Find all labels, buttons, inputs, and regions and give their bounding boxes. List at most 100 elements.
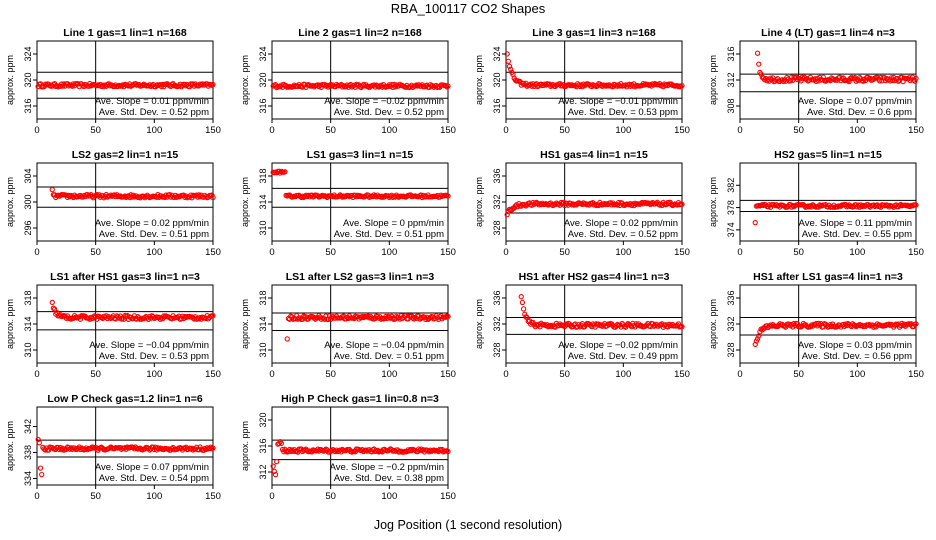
std-dev-annotation: Ave. Std. Dev. = 0.53 ppm bbox=[568, 107, 678, 118]
panel-title: HS1 after LS1 gas=4 lin=1 n=3 bbox=[753, 271, 903, 283]
x-tick-label: 0 bbox=[503, 247, 508, 258]
y-tick-label: 336 bbox=[492, 168, 502, 183]
data-points bbox=[754, 50, 919, 85]
data-point bbox=[407, 446, 414, 453]
y-tick-label: 320 bbox=[492, 72, 502, 87]
x-tick-label: 50 bbox=[90, 369, 101, 380]
y-axis-label: approx. ppm bbox=[240, 177, 250, 227]
panel-2: Line 2 gas=1 lin=2 n=168 0 50 100 150 316 320 3… bbox=[240, 27, 456, 136]
data-point bbox=[271, 468, 277, 474]
data-point bbox=[210, 194, 216, 201]
data-point bbox=[913, 321, 919, 327]
y-axis-label: approx. ppm bbox=[240, 299, 250, 349]
y-tick-label: 310 bbox=[23, 342, 33, 357]
x-tick-label: 100 bbox=[849, 369, 865, 380]
data-point bbox=[515, 203, 521, 210]
y-tick-label: 300 bbox=[23, 194, 33, 209]
x-tick-label: 100 bbox=[381, 125, 397, 136]
x-tick-label: 0 bbox=[503, 125, 508, 136]
data-point bbox=[679, 82, 685, 89]
panel-title: LS1 after LS2 gas=3 lin=1 n=3 bbox=[286, 271, 435, 283]
panel-9: LS1 after HS1 gas=3 lin=1 n=3 0 50 100 150 31… bbox=[5, 271, 221, 380]
y-tick-label: 332 bbox=[726, 316, 736, 331]
panel-title: High P Check gas=1 lin=0.8 n=3 bbox=[281, 393, 439, 405]
data-point bbox=[90, 314, 96, 320]
slope-annotation: Ave. Slope = 0.01 ppm/min bbox=[95, 96, 209, 107]
x-tick-label: 50 bbox=[793, 125, 804, 136]
data-point bbox=[520, 80, 527, 87]
data-point bbox=[278, 440, 285, 446]
std-dev-annotation: Ave. Std. Dev. = 0.49 ppm bbox=[568, 351, 678, 362]
data-point bbox=[634, 322, 641, 328]
data-point bbox=[272, 471, 279, 478]
std-dev-annotation: Ave. Std. Dev. = 0.38 ppm bbox=[334, 473, 444, 484]
std-dev-annotation: Ave. Std. Dev. = 0.52 ppm bbox=[99, 107, 209, 118]
data-point bbox=[912, 78, 918, 84]
data-point bbox=[624, 322, 630, 328]
x-tick-label: 0 bbox=[737, 125, 742, 136]
y-tick-label: 378 bbox=[726, 200, 736, 215]
data-point bbox=[845, 203, 851, 209]
x-tick-label: 150 bbox=[440, 369, 456, 380]
data-point bbox=[885, 202, 891, 209]
data-point bbox=[282, 169, 288, 175]
slope-annotation: Ave. Slope = 0.02 ppm/min bbox=[564, 218, 678, 229]
data-points bbox=[752, 320, 919, 348]
x-tick-label: 150 bbox=[674, 247, 690, 258]
data-point bbox=[35, 436, 41, 443]
data-point bbox=[145, 83, 152, 89]
y-tick-label: 308 bbox=[726, 98, 736, 113]
x-tick-label: 0 bbox=[34, 369, 39, 380]
data-points bbox=[35, 436, 216, 478]
y-tick-label: 312 bbox=[726, 72, 736, 87]
slope-annotation: Ave. Slope = 0.07 ppm/min bbox=[95, 462, 209, 473]
panel-3: Line 3 gas=1 lin=3 n=168 0 50 100 150 316 320 3… bbox=[474, 27, 690, 136]
panel-14: High P Check gas=1 lin=0.8 n=3 0 50 100 150 3… bbox=[240, 393, 456, 502]
data-point bbox=[210, 312, 216, 319]
x-tick-label: 50 bbox=[325, 491, 336, 502]
y-tick-label: 336 bbox=[492, 290, 502, 305]
y-tick-label: 328 bbox=[726, 342, 736, 357]
data-point bbox=[66, 83, 72, 89]
x-tick-label: 100 bbox=[849, 247, 865, 258]
data-point bbox=[155, 445, 161, 451]
data-point bbox=[888, 75, 895, 81]
std-dev-annotation: Ave. Std. Dev. = 0.52 ppm bbox=[334, 107, 444, 118]
y-tick-label: 336 bbox=[726, 290, 736, 305]
data-points bbox=[504, 199, 685, 218]
data-point bbox=[130, 444, 136, 451]
x-tick-label: 150 bbox=[205, 491, 221, 502]
panel-5: LS2 gas=2 lin=1 n=15 0 50 100 150 296 300 304 ap… bbox=[5, 149, 221, 258]
y-axis-label: approx. ppm bbox=[474, 299, 484, 349]
panel-title: Line 1 gas=1 lin=1 n=168 bbox=[63, 27, 187, 39]
slope-annotation: Ave. Slope = −0.02 ppm/min bbox=[558, 340, 678, 351]
x-tick-label: 0 bbox=[34, 125, 39, 136]
y-axis-label: approx. ppm bbox=[5, 421, 15, 471]
data-point bbox=[520, 306, 527, 312]
data-point bbox=[758, 71, 764, 77]
slope-annotation: Ave. Slope = 0.03 ppm/min bbox=[798, 340, 912, 351]
data-point bbox=[549, 323, 555, 330]
data-point bbox=[417, 447, 423, 453]
y-tick-label: 296 bbox=[23, 220, 33, 235]
data-point bbox=[445, 313, 451, 320]
data-point bbox=[284, 336, 290, 342]
panel-title: Line 3 gas=1 lin=3 n=168 bbox=[532, 27, 656, 39]
data-points bbox=[270, 438, 451, 478]
x-tick-label: 0 bbox=[737, 369, 742, 380]
x-tick-label: 100 bbox=[849, 125, 865, 136]
panel-4: Line 4 (LT) gas=1 lin=4 n=3 0 50 100 150 308 3… bbox=[708, 27, 924, 136]
data-point bbox=[61, 447, 67, 453]
data-point bbox=[519, 299, 526, 306]
data-point bbox=[302, 81, 308, 88]
panel-1: Line 1 gas=1 lin=1 n=168 0 50 100 150 316 320 3… bbox=[5, 27, 221, 136]
x-tick-label: 100 bbox=[146, 125, 162, 136]
data-point bbox=[558, 199, 564, 206]
panel-title: Line 4 (LT) gas=1 lin=4 n=3 bbox=[761, 27, 895, 39]
y-tick-label: 314 bbox=[23, 316, 33, 331]
x-tick-label: 100 bbox=[615, 247, 631, 258]
slope-annotation: Ave. Slope = −0.02 ppm/min bbox=[324, 96, 444, 107]
slope-annotation: Ave. Slope = 0.07 ppm/min bbox=[798, 96, 912, 107]
y-axis-label: approx. ppm bbox=[474, 177, 484, 227]
